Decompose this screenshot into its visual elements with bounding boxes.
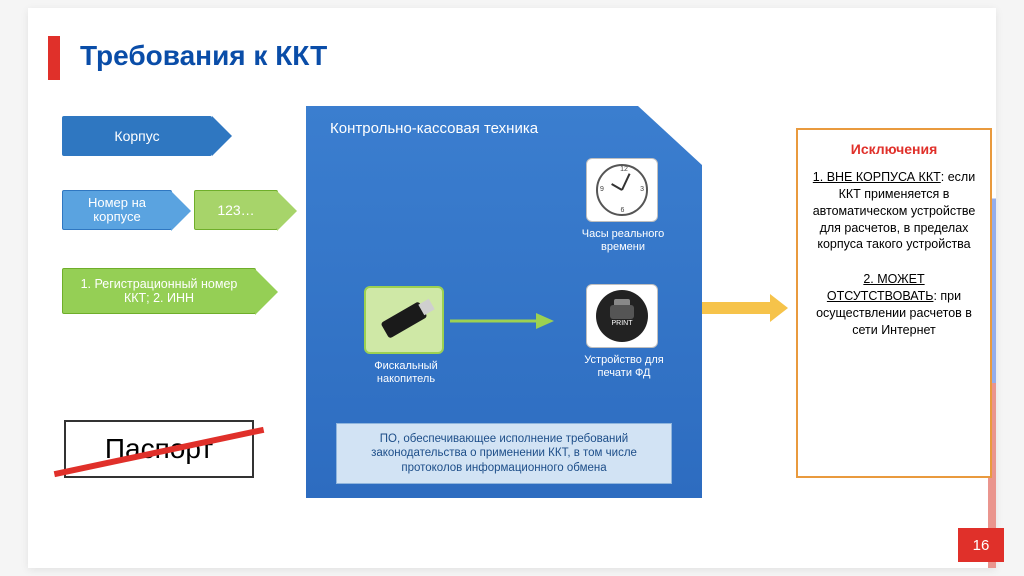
title-accent-bar [48, 36, 60, 80]
exception-2-head: 2. МОЖЕТ ОТСУТСТВОВАТЬ [827, 272, 934, 303]
clock-icon-box: 12 3 6 9 [586, 158, 658, 222]
kkt-panel: Контрольно-кассовая техника 12 3 6 9 Час… [306, 106, 702, 498]
slide-title: Требования к ККТ [80, 40, 327, 72]
usb-label: Фискальный накопитель [354, 360, 458, 385]
inner-arrow-icon [450, 308, 556, 334]
chip-registration: 1. Регистрационный номер ККТ; 2. ИНН [62, 268, 256, 314]
exception-1-head: 1. ВНЕ КОРПУСА ККТ [813, 170, 941, 184]
page-number: 16 [958, 528, 1004, 562]
passport-box: Паспорт [64, 420, 254, 478]
output-arrow-icon [702, 302, 772, 314]
usb-icon [380, 301, 427, 339]
software-note: ПО, обеспечивающее исполнение требований… [336, 423, 672, 484]
usb-icon-box [364, 286, 444, 354]
clock-label: Часы реального времени [574, 228, 672, 253]
printer-icon-text: PRINT [612, 320, 633, 327]
clock-icon: 12 3 6 9 [596, 164, 648, 216]
panel-title: Контрольно-кассовая техника [330, 120, 538, 137]
chip-registration-label: 1. Регистрационный номер ККТ; 2. ИНН [63, 277, 255, 306]
chip-serial-label: Номер на корпусе [63, 196, 171, 225]
exceptions-title: Исключения [808, 140, 980, 159]
passport-label: Паспорт [105, 433, 213, 465]
exceptions-box: Исключения 1. ВНЕ КОРПУСА ККТ: если ККТ … [796, 128, 992, 478]
slide-canvas: Требования к ККТ Корпус Номер на корпусе… [28, 8, 996, 568]
chip-123: 123… [194, 190, 278, 230]
printer-icon: PRINT [596, 290, 648, 342]
chip-korpus: Корпус [62, 116, 212, 156]
chip-123-label: 123… [217, 202, 254, 218]
exception-2: 2. МОЖЕТ ОТСУТСТВОВАТЬ: при осуществлени… [808, 271, 980, 339]
chip-korpus-label: Корпус [114, 128, 159, 144]
printer-icon-box: PRINT [586, 284, 658, 348]
printer-label: Устройство для печати ФД [572, 354, 676, 379]
exception-1: 1. ВНЕ КОРПУСА ККТ: если ККТ применяется… [808, 169, 980, 253]
chip-serial-number: Номер на корпусе [62, 190, 172, 230]
